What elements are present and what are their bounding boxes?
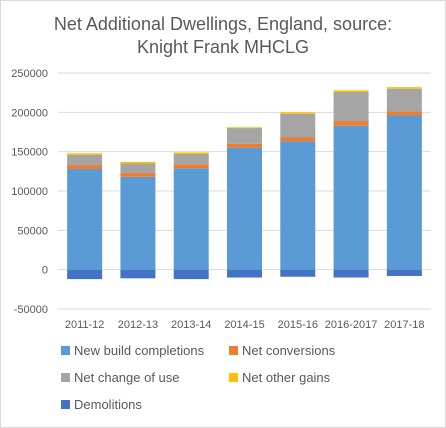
bar-segment-net-change-of-use bbox=[120, 163, 156, 173]
chart-title-line-2: Knight Frank MHCLG bbox=[137, 37, 309, 57]
bar-segment-new-build-completions bbox=[333, 125, 369, 270]
x-tick-label: 2015-16 bbox=[278, 319, 318, 331]
y-tick-label: 250000 bbox=[11, 68, 48, 80]
x-tick-label: 2012-13 bbox=[118, 319, 158, 331]
bar-segment-net-other-gains bbox=[280, 112, 316, 114]
bar-segment-net-other-gains bbox=[120, 161, 156, 164]
legend-swatch-new-build-completions bbox=[61, 346, 70, 355]
bar-segment-net-other-gains bbox=[67, 153, 103, 155]
x-tick-label: 2011-12 bbox=[65, 319, 105, 331]
bar-segment-net-other-gains bbox=[386, 87, 422, 89]
bar-segment-new-build-completions bbox=[386, 115, 422, 270]
y-tick-label: 150000 bbox=[11, 147, 48, 159]
bar-segment-new-build-completions bbox=[280, 141, 316, 270]
bar-segment-net-other-gains bbox=[227, 127, 262, 129]
bar-segment-net-change-of-use bbox=[173, 154, 209, 165]
legend: New build completions Net conversions Net … bbox=[61, 343, 336, 412]
bar-segment-net-change-of-use bbox=[227, 128, 262, 144]
legend-swatch-demolitions bbox=[61, 400, 70, 409]
bar-segment-demolitions bbox=[67, 269, 103, 280]
legend-swatch-net-other-gains bbox=[229, 373, 238, 382]
y-axis-ticks: -50000 0 50000 100000 150000 200000 250000 bbox=[11, 68, 48, 316]
bar-segment-net-change-of-use bbox=[280, 113, 316, 138]
bar-segment-net-change-of-use bbox=[386, 88, 422, 112]
legend-label-net-conversions: Net conversions bbox=[242, 343, 336, 358]
bar-segment-net-conversions bbox=[227, 143, 262, 148]
bar-segment-demolitions bbox=[280, 269, 316, 277]
bar-segment-demolitions bbox=[227, 269, 262, 278]
y-tick-label: 200000 bbox=[11, 107, 48, 119]
bar-segment-net-conversions bbox=[120, 172, 156, 177]
y-tick-label: -50000 bbox=[14, 304, 48, 316]
bar-segment-net-other-gains bbox=[173, 152, 209, 155]
bar-segment-net-change-of-use bbox=[67, 154, 103, 166]
bar-segment-net-conversions bbox=[280, 137, 316, 142]
legend-label-net-other-gains: Net other gains bbox=[242, 370, 331, 385]
bar-segment-new-build-completions bbox=[173, 168, 209, 270]
x-tick-label: 2016-2017 bbox=[325, 319, 378, 331]
y-tick-label: 100000 bbox=[11, 186, 48, 198]
bar-segment-demolitions bbox=[333, 269, 369, 278]
bar-segment-net-conversions bbox=[386, 111, 422, 116]
chart-title-line-1: Net Additional Dwellings, England, sourc… bbox=[54, 14, 392, 34]
bar-segment-net-conversions bbox=[173, 164, 209, 169]
bar-segment-demolitions bbox=[173, 269, 209, 280]
legend-label-demolitions: Demolitions bbox=[74, 397, 142, 412]
bar-segment-demolitions bbox=[386, 269, 422, 276]
x-tick-label: 2014-15 bbox=[224, 319, 264, 331]
bar-segment-net-conversions bbox=[67, 165, 103, 169]
bar-segment-new-build-completions bbox=[227, 147, 262, 270]
bar-segment-net-conversions bbox=[333, 120, 369, 126]
bar-segment-net-change-of-use bbox=[333, 91, 369, 121]
bars bbox=[67, 87, 422, 280]
x-axis-ticks: 2011-12 2012-13 2013-14 2014-15 2015-16 2016-… bbox=[65, 319, 425, 331]
y-tick-label: 50000 bbox=[17, 225, 48, 237]
bar-segment-demolitions bbox=[120, 269, 156, 279]
legend-label-net-change-of-use: Net change of use bbox=[74, 370, 180, 385]
bar-segment-new-build-completions bbox=[120, 176, 156, 270]
x-tick-label: 2013-14 bbox=[171, 319, 211, 331]
bar-segment-new-build-completions bbox=[67, 168, 103, 270]
legend-label-new-build-completions: New build completions bbox=[74, 343, 205, 358]
bar-segment-net-other-gains bbox=[333, 90, 369, 92]
legend-swatch-net-conversions bbox=[229, 346, 238, 355]
y-tick-label: 0 bbox=[42, 265, 48, 277]
legend-swatch-net-change-of-use bbox=[61, 373, 70, 382]
x-tick-label: 2017-18 bbox=[384, 319, 424, 331]
